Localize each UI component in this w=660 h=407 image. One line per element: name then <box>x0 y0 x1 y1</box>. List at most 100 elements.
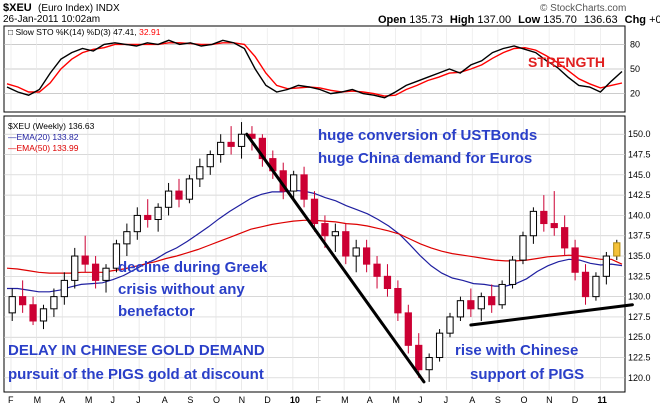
candle-body <box>144 214 152 220</box>
candle-body <box>529 210 538 237</box>
stochastic-line-k <box>6 39 623 99</box>
brand-label: © StockCharts.com <box>540 3 626 14</box>
candle-body <box>394 288 402 314</box>
month-label: D <box>572 395 579 405</box>
candle-body <box>581 271 590 298</box>
candle-body <box>488 296 496 306</box>
annotation-greek-2: crisis without any <box>118 281 245 298</box>
stochastic-tick-label: 20 <box>630 89 640 99</box>
price-tick-label: 150.0 <box>628 129 651 139</box>
annotation-support-pigs: support of PIGS <box>470 366 584 383</box>
month-label: 10 <box>290 395 300 405</box>
price-legend: $XEU (Weekly) 136.63 <box>8 121 95 131</box>
candle-body <box>310 198 319 225</box>
candle-body <box>613 242 621 257</box>
chart-symbol: $XEU <box>3 2 32 14</box>
price-tick-label: 120.0 <box>628 373 651 383</box>
candle-body <box>519 235 527 261</box>
month-label: J <box>444 395 449 405</box>
candle-body <box>321 223 329 237</box>
candle-body <box>71 255 79 281</box>
uptrend-support-line <box>469 303 634 327</box>
month-label: M <box>392 395 400 405</box>
chart-date: 26-Jan-2011 10:02am <box>3 14 100 25</box>
candle-body <box>81 255 89 265</box>
candle-body <box>217 141 225 156</box>
candle-body <box>561 227 569 249</box>
annotation-pigs-gold: pursuit of the PIGS gold at discount <box>8 366 264 383</box>
annotation-greek-3: benefactor <box>118 303 195 320</box>
month-label: A <box>59 395 65 405</box>
candle-body <box>102 267 110 281</box>
annotation-ustbonds: huge conversion of USTBonds <box>318 127 537 144</box>
candle-body <box>425 357 433 371</box>
month-label: N <box>546 395 553 405</box>
ema50-legend: —EMA(50) 133.99 <box>8 143 79 153</box>
candle-body <box>154 206 162 220</box>
candle-body <box>508 259 517 285</box>
candle-body <box>456 300 465 318</box>
candle-body <box>404 312 412 346</box>
candle-body <box>39 308 48 322</box>
price-tick-label: 145.0 <box>628 170 651 180</box>
candle-body <box>196 166 204 180</box>
candle-body <box>352 247 360 257</box>
month-label: 11 <box>597 395 607 405</box>
candle-body <box>8 296 16 314</box>
candle-body <box>300 174 308 200</box>
price-tick-label: 140.0 <box>628 210 651 220</box>
candle-body <box>498 283 506 306</box>
candle-body <box>50 296 58 310</box>
candle-body <box>415 344 423 371</box>
candle-body <box>185 178 194 200</box>
candle-body <box>383 275 392 290</box>
candle-body <box>373 263 381 277</box>
price-tick-label: 130.0 <box>628 292 651 302</box>
quote-line: Open 135.73 High 137.00 Low 135.70 136.6… <box>378 14 660 26</box>
month-label: O <box>213 395 220 405</box>
price-tick-label: 142.5 <box>628 190 651 200</box>
candle-body <box>550 223 558 229</box>
stochastic-tick-label: 80 <box>630 39 640 49</box>
candle-body <box>467 300 475 310</box>
candle-body <box>60 279 68 298</box>
candle-body <box>133 214 141 233</box>
price-tick-label: 125.0 <box>628 332 651 342</box>
candle-body <box>540 210 548 225</box>
month-label: A <box>162 395 168 405</box>
candle-body <box>592 275 600 298</box>
price-tick-label: 137.5 <box>628 231 651 241</box>
month-label: S <box>187 395 193 405</box>
month-label: F <box>316 395 322 405</box>
candle-body <box>91 263 100 281</box>
candle-body <box>602 255 610 277</box>
annotation-rise-chinese: rise with Chinese <box>455 342 578 359</box>
price-tick-label: 122.5 <box>628 353 651 363</box>
month-label: M <box>341 395 349 405</box>
month-label: J <box>111 395 116 405</box>
candle-body <box>477 296 485 310</box>
candle-body <box>362 247 371 265</box>
month-label: S <box>495 395 501 405</box>
candle-body <box>29 304 37 322</box>
price-tick-label: 135.0 <box>628 251 651 261</box>
candle-body <box>175 190 183 200</box>
candle-body <box>123 231 131 245</box>
annotation-gold-delay: DELAY IN CHINESE GOLD DEMAND <box>8 342 265 359</box>
stochastic-tick-label: 50 <box>630 64 640 74</box>
month-label: O <box>521 395 528 405</box>
month-label: A <box>367 395 373 405</box>
price-tick-label: 132.5 <box>628 271 651 281</box>
month-label: M <box>34 395 42 405</box>
month-label: J <box>136 395 141 405</box>
candle-body <box>342 231 350 257</box>
downtrend-line <box>245 132 426 384</box>
price-tick-label: 147.5 <box>628 150 651 160</box>
month-label: M <box>85 395 93 405</box>
candle-body <box>227 141 235 147</box>
month-label: D <box>264 395 271 405</box>
candle-body <box>290 174 298 192</box>
candle-body <box>446 316 454 334</box>
annotation-china-demand: huge China demand for Euros <box>318 150 532 167</box>
